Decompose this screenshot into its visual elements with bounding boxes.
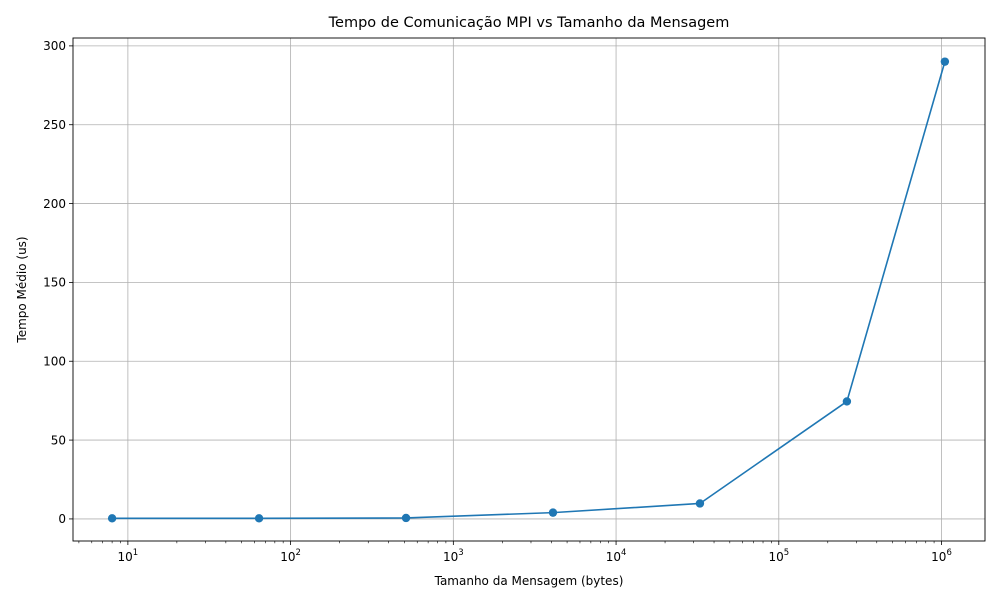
x-tick-exponent: 1 bbox=[133, 548, 138, 558]
x-tick-label: 106 bbox=[931, 548, 952, 564]
data-point bbox=[695, 499, 705, 508]
x-axis: 101 102 103 104 105 106 bbox=[78, 541, 952, 564]
y-axis-label: Tempo Médio (us) bbox=[15, 236, 29, 343]
x-tick-exponent: 3 bbox=[458, 548, 463, 558]
series-layer bbox=[107, 57, 950, 523]
y-axis: 0 50 100 150 200 250 300 bbox=[43, 39, 73, 526]
x-tick-exponent: 2 bbox=[296, 548, 301, 558]
x-tick-label: 105 bbox=[768, 548, 789, 564]
y-tick-label: 0 bbox=[58, 512, 66, 526]
data-point bbox=[401, 513, 411, 523]
x-tick-exponent: 6 bbox=[946, 548, 951, 558]
x-tick-base: 10 bbox=[768, 550, 783, 564]
x-tick-exponent: 4 bbox=[621, 548, 626, 558]
data-point bbox=[548, 508, 558, 517]
x-tick-base: 10 bbox=[280, 550, 295, 564]
x-tick-exponent: 5 bbox=[784, 548, 789, 558]
x-tick-label: 104 bbox=[606, 548, 627, 564]
x-tick-label: 101 bbox=[118, 548, 139, 564]
x-tick-base: 10 bbox=[118, 550, 133, 564]
data-point bbox=[842, 397, 852, 406]
y-tick-label: 200 bbox=[43, 197, 66, 211]
plot-frame bbox=[72, 37, 986, 542]
y-tick-label: 100 bbox=[43, 355, 66, 369]
x-axis-label: Tamanho da Mensagem (bytes) bbox=[434, 574, 624, 588]
y-tick-label: 250 bbox=[43, 118, 66, 132]
data-point bbox=[254, 514, 264, 523]
x-tick-label: 103 bbox=[443, 548, 464, 564]
x-tick-base: 10 bbox=[931, 550, 946, 564]
x-tick-base: 10 bbox=[443, 550, 458, 564]
data-point bbox=[107, 514, 117, 523]
chart-title: Tempo de Comunicação MPI vs Tamanho da M… bbox=[328, 15, 730, 31]
y-tick-label: 300 bbox=[43, 39, 66, 53]
x-tick-label: 102 bbox=[280, 548, 301, 564]
y-tick-label: 50 bbox=[51, 433, 66, 447]
data-point bbox=[940, 57, 950, 66]
x-tick-base: 10 bbox=[606, 550, 621, 564]
grid bbox=[73, 38, 985, 541]
y-tick-label: 150 bbox=[43, 276, 66, 290]
